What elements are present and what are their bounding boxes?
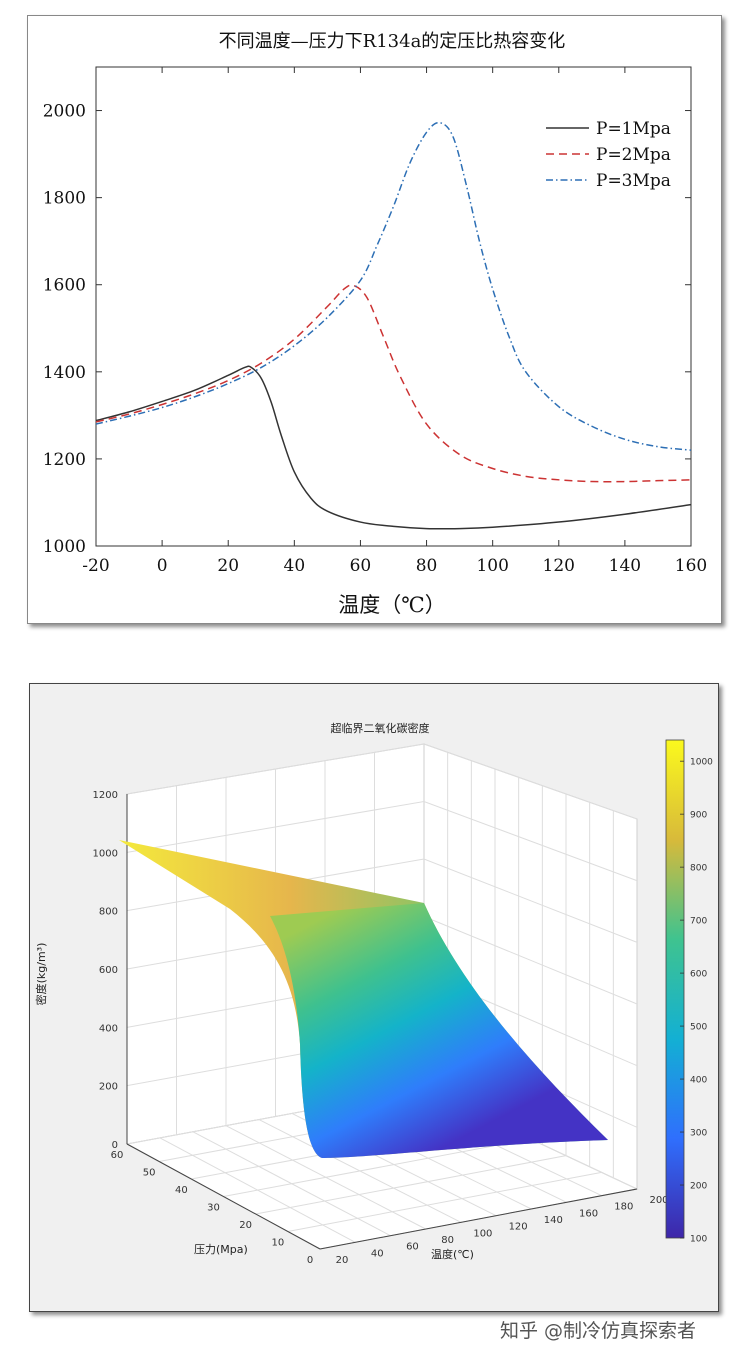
temperature-tick-label: 40 xyxy=(371,1248,384,1259)
series-line xyxy=(95,121,692,451)
temperature-tick-label: 140 xyxy=(544,1215,563,1226)
temperature-tick-label: 60 xyxy=(406,1242,419,1253)
x-tick-label: 20 xyxy=(217,556,239,576)
chart-title: 不同温度—压力下R134a的定压比热容变化 xyxy=(219,31,566,52)
temperature-axis-label: 温度(℃) xyxy=(431,1247,474,1261)
surface-title: 超临界二氧化碳密度 xyxy=(331,721,430,735)
x-tick-label: 140 xyxy=(609,556,641,576)
temperature-axis-line xyxy=(319,1188,638,1250)
data-series xyxy=(95,121,692,530)
surface-ticks: 0 200 400 600 800 1000 1200 0 10 20 30 40 50 60 20 40 60… xyxy=(93,790,669,1266)
x-tick-label: 40 xyxy=(284,556,306,576)
x-tick-label: 160 xyxy=(675,556,707,576)
colorbar-tick-label: 800 xyxy=(690,864,707,874)
x-tick-label: -20 xyxy=(82,556,109,576)
colorbar-tick-label: 700 xyxy=(690,917,707,927)
z-tick-label: 1000 xyxy=(93,848,118,859)
temperature-tick-label: 180 xyxy=(614,1202,633,1213)
z-tick-label: 200 xyxy=(99,1082,118,1093)
x-tick-label: 0 xyxy=(157,556,168,576)
temperature-tick-label: 200 xyxy=(649,1195,668,1206)
temperature-tick-label: 120 xyxy=(509,1222,528,1233)
x-tick-label: 100 xyxy=(476,556,508,576)
cp-line-chart: 不同温度—压力下R134a的定压比热容变化 温度（℃） -20 0 20 40 60 80… xyxy=(43,31,707,617)
pressure-tick-label: 20 xyxy=(239,1220,252,1231)
temperature-tick-label: 100 xyxy=(473,1228,492,1239)
temperature-tick-label: 160 xyxy=(579,1208,598,1219)
watermark: 知乎 @制冷仿真探索者 xyxy=(500,1320,697,1342)
plot-area xyxy=(95,66,692,547)
pressure-axis-label: 压力(Mpa) xyxy=(194,1243,248,1256)
colorbar-gradient xyxy=(665,739,685,1239)
colorbar-tick-label: 900 xyxy=(690,811,707,821)
density-chart-panel: 超临界二氧化碳密度 密度(kg/m³) 压力(Mpa) 温度(℃) 0 200 40… xyxy=(29,683,719,1312)
colorbar-tick-label: 100 xyxy=(690,1235,707,1245)
legend-label: P=2Mpa xyxy=(596,145,671,165)
floor-grid-line xyxy=(255,1155,567,1215)
legend-label: P=3Mpa xyxy=(596,171,671,191)
x-tick-label: 60 xyxy=(350,556,372,576)
colorbar: 100 200 300 400 500 600 700 800 900 1000 xyxy=(665,739,713,1245)
y-tick-label: 1800 xyxy=(43,189,86,209)
series-line xyxy=(95,365,692,530)
temperature-tick-label: 80 xyxy=(441,1235,454,1246)
density-surface-chart: 超临界二氧化碳密度 密度(kg/m³) 压力(Mpa) 温度(℃) 020040… xyxy=(34,721,713,1266)
z-axis-label: 密度(kg/m³) xyxy=(34,943,48,1006)
colorbar-tick-label: 200 xyxy=(690,1182,707,1192)
temperature-tick-label: 20 xyxy=(336,1255,349,1266)
y-tick-label: 1600 xyxy=(43,276,86,296)
pressure-tick-label: 60 xyxy=(111,1150,124,1161)
axis-ticks: -20 0 20 40 60 80 100 120 140 160 1000 1200 1400 1600… xyxy=(43,67,707,576)
surface-axis-labels: 超临界二氧化碳密度 密度(kg/m³) 压力(Mpa) 温度(℃) xyxy=(34,721,474,1261)
density-surface xyxy=(119,840,608,1158)
colorbar-tick-label: 400 xyxy=(690,1076,707,1086)
z-tick-label: 400 xyxy=(99,1023,118,1034)
legend-label: P=1Mpa xyxy=(596,119,671,139)
colorbar-tick-label: 1000 xyxy=(690,758,713,768)
pressure-tick-label: 10 xyxy=(271,1238,284,1249)
cp-chart-panel: 不同温度—压力下R134a的定压比热容变化 温度（℃） -20 0 20 40 60 80… xyxy=(27,15,722,624)
pressure-tick-label: 30 xyxy=(207,1203,220,1214)
y-tick-label: 1000 xyxy=(43,537,86,557)
pressure-tick-label: 40 xyxy=(175,1185,188,1196)
x-axis-label: 温度（℃） xyxy=(338,593,446,617)
x-tick-label: 120 xyxy=(543,556,575,576)
x-tick-label: 80 xyxy=(416,556,438,576)
pressure-tick-label: 50 xyxy=(143,1168,156,1179)
z-tick-label: 600 xyxy=(99,965,118,976)
colorbar-tick-label: 600 xyxy=(690,970,707,980)
y-tick-label: 1200 xyxy=(43,450,86,470)
y-tick-label: 2000 xyxy=(43,102,86,122)
colorbar-tick-label: 300 xyxy=(690,1129,707,1139)
y-tick-label: 1400 xyxy=(43,363,86,383)
z-tick-label: 1200 xyxy=(93,790,118,801)
z-tick-label: 0 xyxy=(112,1140,118,1151)
pressure-axis-line xyxy=(126,1143,321,1250)
z-tick-label: 800 xyxy=(99,907,118,918)
legend: P=1Mpa P=2Mpa P=3Mpa xyxy=(546,119,671,191)
series-line xyxy=(95,284,692,483)
surface-lower-region xyxy=(270,903,608,1158)
colorbar-tick-label: 500 xyxy=(690,1023,707,1033)
pressure-tick-label: 0 xyxy=(307,1255,313,1266)
floor-grid-line xyxy=(287,1171,602,1232)
floor-grid-line xyxy=(223,1138,531,1197)
